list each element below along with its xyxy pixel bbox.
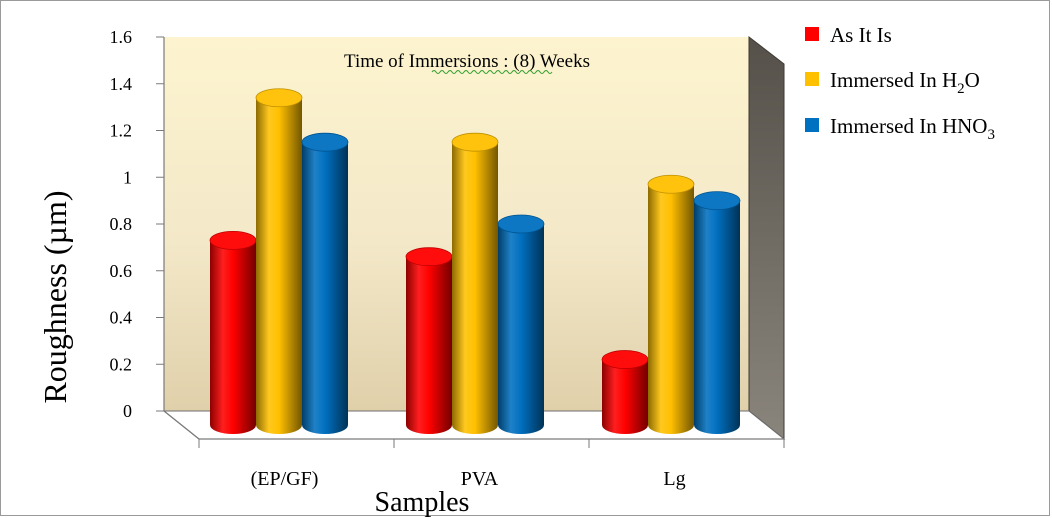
bar-as-it-is-2-body bbox=[602, 359, 648, 434]
legend-swatch-as-it-is bbox=[805, 27, 819, 41]
bars-group bbox=[209, 88, 741, 434]
bar-as-it-is-1 bbox=[405, 247, 453, 434]
y-tick-group: 0 0.2 0.4 0.6 0.8 1 1.2 1.4 1.6 bbox=[110, 27, 164, 421]
y-tick-label: 1 bbox=[123, 167, 132, 187]
floor-edge-line bbox=[163, 410, 200, 440]
spellcheck-underline bbox=[431, 70, 553, 74]
bar-immersed-in-h2o-1-top bbox=[451, 132, 499, 152]
legend-swatch-hno3 bbox=[805, 118, 819, 132]
bar-as-it-is-2 bbox=[601, 350, 649, 434]
bar-immersed-in-hno3-2-body bbox=[694, 200, 740, 434]
legend-swatch-h2o bbox=[805, 72, 819, 86]
bar-immersed-in-h2o-2-top bbox=[647, 174, 695, 194]
y-tick-label: 0.4 bbox=[110, 308, 133, 328]
y-tick-label: 0 bbox=[123, 401, 132, 421]
bar-as-it-is-0 bbox=[209, 230, 257, 434]
bar-immersed-in-h2o-1 bbox=[451, 132, 499, 434]
legend-hno3-sub: 3 bbox=[987, 127, 995, 143]
bar-immersed-in-hno3-2 bbox=[693, 191, 741, 434]
y-tick-label: 1.2 bbox=[110, 121, 133, 141]
bar-immersed-in-hno3-1 bbox=[497, 214, 545, 434]
bar-immersed-in-h2o-0 bbox=[255, 88, 303, 434]
bar-as-it-is-1-top bbox=[405, 247, 453, 267]
legend-label-hno3: Immersed In HNO3 bbox=[830, 114, 995, 143]
chart-side-wall bbox=[748, 35, 785, 441]
bar-as-it-is-0-top bbox=[209, 230, 257, 250]
x-tick-label: PVA bbox=[461, 468, 499, 490]
x-tick-label: Lg bbox=[663, 468, 685, 490]
legend: As It Is Immersed In H2O Immersed In HNO… bbox=[805, 23, 995, 143]
bar-immersed-in-h2o-1-body bbox=[452, 142, 498, 434]
legend-h2o-suffix: O bbox=[965, 68, 980, 92]
y-tick-label: 1.6 bbox=[110, 27, 133, 47]
x-tick-label: (EP/GF) bbox=[251, 468, 319, 490]
x-tick-group: (EP/GF) PVA Lg bbox=[198, 439, 785, 490]
x-axis-title: Samples bbox=[375, 487, 470, 517]
legend-h2o-prefix: Immersed In H bbox=[830, 68, 957, 92]
legend-hno3-prefix: Immersed In HNO bbox=[830, 114, 987, 138]
bar-immersed-in-hno3-1-body bbox=[498, 223, 544, 434]
bar-immersed-in-h2o-2 bbox=[647, 174, 695, 434]
bar-immersed-in-hno3-1-top bbox=[497, 214, 545, 234]
legend-h2o-sub: 2 bbox=[957, 81, 965, 97]
bar-immersed-in-hno3-0-top bbox=[301, 132, 349, 152]
y-tick-label: 0.8 bbox=[110, 214, 133, 234]
bar-as-it-is-1-body bbox=[406, 256, 452, 434]
bar-immersed-in-h2o-2-body bbox=[648, 184, 694, 434]
bar-immersed-in-hno3-2-top bbox=[693, 191, 741, 211]
bar-as-it-is-0-body bbox=[210, 240, 256, 434]
legend-label-as-it-is: As It Is bbox=[830, 23, 892, 47]
y-axis-title: Roughness (µm) bbox=[37, 190, 73, 403]
legend-label-h2o: Immersed In H2O bbox=[830, 68, 980, 97]
bar-immersed-in-h2o-0-top bbox=[255, 88, 303, 108]
bar-immersed-in-hno3-0-body bbox=[302, 142, 348, 434]
y-tick-label: 0.6 bbox=[110, 261, 133, 281]
chart-annotation: Time of Immersions : (8) Weeks bbox=[344, 51, 590, 72]
bar-as-it-is-2-top bbox=[601, 350, 649, 369]
bar-immersed-in-hno3-0 bbox=[301, 132, 349, 434]
bar-immersed-in-h2o-0-body bbox=[256, 97, 302, 434]
y-tick-label: 1.4 bbox=[110, 74, 133, 94]
y-tick-label: 0.2 bbox=[110, 354, 133, 374]
